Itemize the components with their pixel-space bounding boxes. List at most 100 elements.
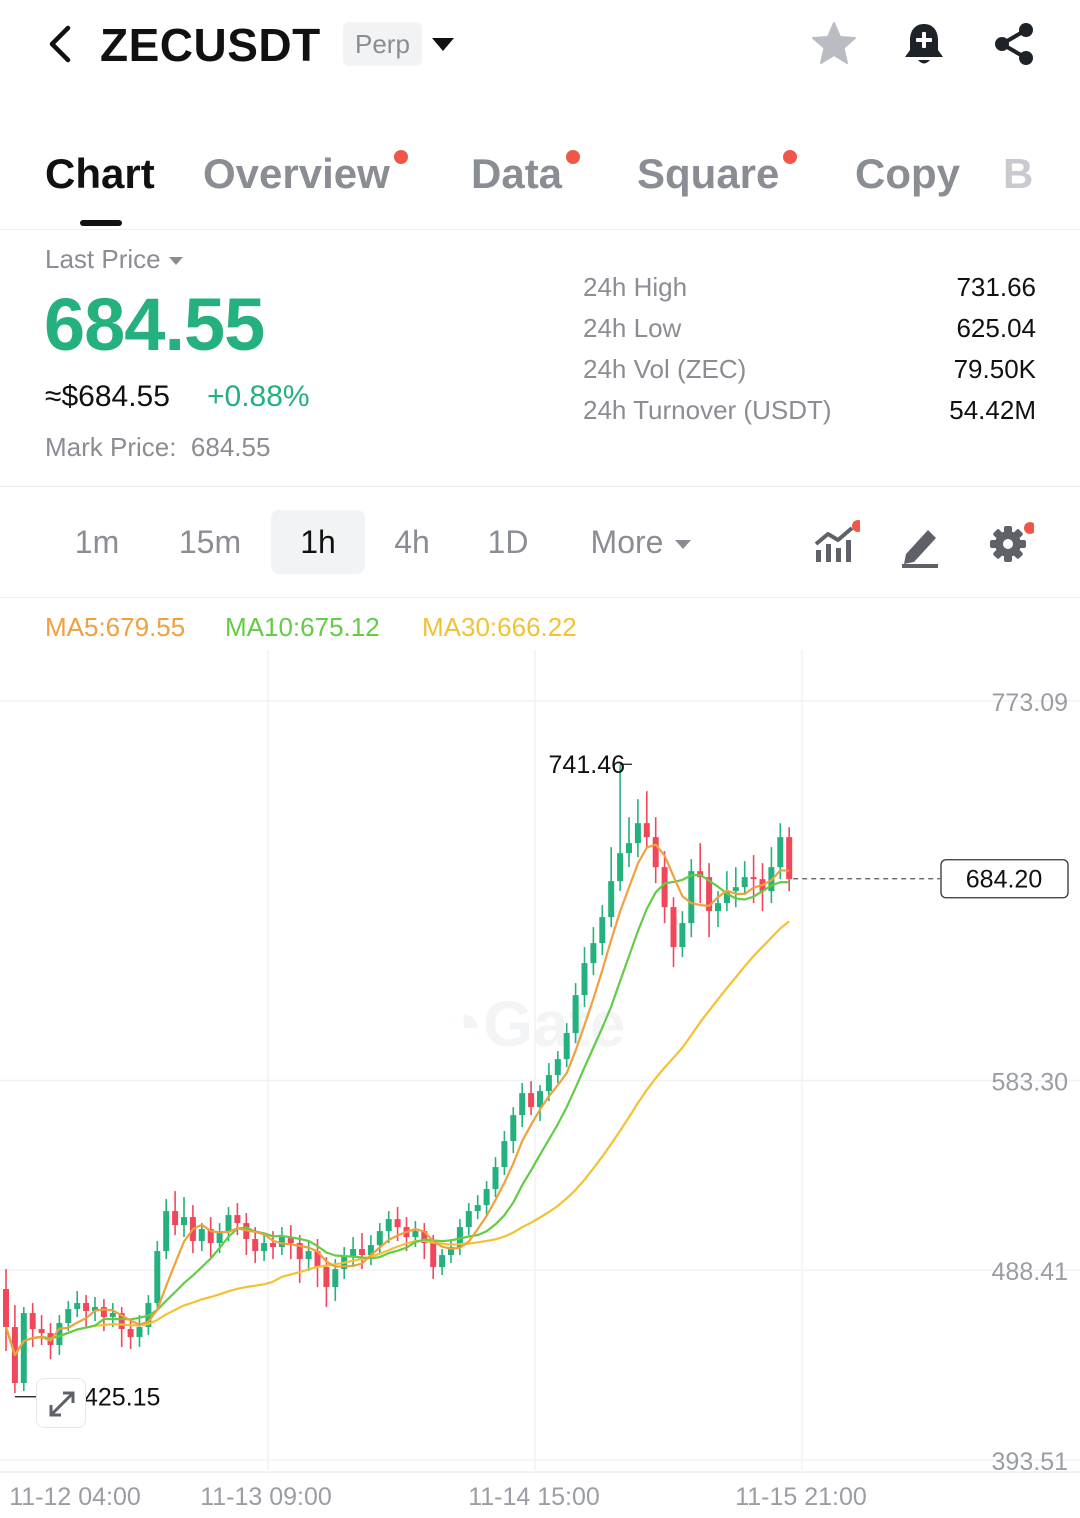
candle: [501, 1131, 508, 1176]
x-tick-label: 11-15 21:00: [735, 1483, 867, 1511]
timeframe-4h[interactable]: 4h: [394, 524, 430, 560]
candle: [510, 1107, 517, 1154]
candle-body: [421, 1231, 428, 1244]
candle-body: [492, 1167, 499, 1190]
candle-body: [296, 1243, 303, 1260]
last-price-value: 684.55: [44, 283, 265, 366]
notification-dot: [566, 150, 581, 164]
candle-body: [234, 1215, 241, 1224]
star-icon[interactable]: [810, 20, 858, 68]
candle-body: [537, 1091, 543, 1108]
contract-type-badge[interactable]: Perp: [343, 22, 422, 66]
candle: [465, 1203, 472, 1236]
stat-value: 54.42M: [949, 395, 1036, 425]
tab-data[interactable]: Data: [471, 150, 581, 198]
candle-body: [483, 1189, 490, 1206]
candle: [617, 765, 624, 892]
candle: [305, 1241, 312, 1272]
candlestick-chart[interactable]: ◔Gate 773.09 583.30 488.41 393.51 11-12 04:00…: [0, 650, 1080, 1518]
candle-body: [430, 1243, 437, 1268]
last-price-selector[interactable]: Last Price: [45, 244, 183, 275]
candle: [626, 817, 632, 868]
candle: [243, 1213, 250, 1256]
stat-label: 24h High: [583, 272, 688, 302]
candle-body: [20, 1313, 27, 1384]
mark-price-label: Mark Price:: [45, 432, 177, 462]
tab-chart[interactable]: Chart: [45, 150, 155, 198]
tab-square[interactable]: Square: [637, 150, 798, 198]
ma5-label: MA5:679.55: [45, 612, 186, 642]
draw-icon[interactable]: [898, 520, 946, 568]
candle: [519, 1083, 526, 1128]
symbol-dropdown-caret-icon[interactable]: [432, 38, 454, 51]
candle: [181, 1197, 187, 1238]
notification-dot: [393, 150, 408, 164]
candle: [483, 1181, 490, 1216]
candle: [456, 1219, 463, 1256]
current-price-box: [940, 859, 1069, 899]
candle-body: [38, 1329, 45, 1334]
tab-label: Data: [471, 150, 563, 197]
candle-body: [367, 1245, 374, 1256]
candle-body: [554, 1059, 561, 1076]
candle: [252, 1227, 259, 1264]
tab-label: Square: [637, 150, 780, 197]
candle-body: [581, 963, 588, 996]
candle-body: [376, 1231, 383, 1246]
more-label: More: [590, 524, 664, 560]
candle: [581, 947, 588, 1008]
bell-plus-icon[interactable]: [900, 20, 948, 68]
caret-down-icon: [168, 257, 183, 266]
candle: [608, 847, 615, 928]
candle-body: [439, 1255, 446, 1268]
candle: [688, 859, 695, 938]
candle: [154, 1241, 161, 1312]
main-tabs: Chart Overview Data Square Copy B: [0, 140, 1080, 230]
active-tab-indicator: [80, 220, 122, 226]
timeframe-15m[interactable]: 15m: [178, 524, 242, 560]
symbol-title: ZECUSDT: [100, 19, 321, 71]
candle-body: [323, 1267, 330, 1288]
expand-chart-button[interactable]: [36, 1378, 86, 1428]
candle-body: [385, 1219, 392, 1232]
candle-body: [225, 1215, 232, 1232]
candle: [38, 1315, 45, 1346]
gear-icon[interactable]: [986, 520, 1034, 568]
candle-body: [65, 1309, 72, 1324]
timeframe-more-dropdown[interactable]: More: [574, 510, 708, 574]
candle-body: [278, 1237, 285, 1248]
tab-copy[interactable]: Copy: [855, 150, 960, 198]
share-icon[interactable]: [990, 20, 1038, 68]
candle-body: [510, 1115, 517, 1142]
candle-body: [732, 887, 739, 892]
candle: [554, 1051, 561, 1084]
y-tick-label: 488.41: [992, 1258, 1068, 1286]
candle: [537, 1085, 543, 1122]
candle: [661, 851, 668, 924]
candle: [296, 1235, 303, 1284]
indicators-icon[interactable]: [812, 520, 860, 568]
candle-body: [287, 1237, 294, 1244]
candle: [172, 1191, 179, 1236]
watermark-text: ◔Gate: [445, 988, 626, 1060]
candle: [278, 1227, 285, 1256]
divider: [0, 597, 1080, 598]
tab-overview[interactable]: Overview: [203, 150, 408, 198]
timeframe-1d[interactable]: 1D: [487, 524, 529, 560]
candle: [198, 1223, 205, 1252]
candle-body: [563, 1033, 570, 1060]
tab-b[interactable]: B: [1003, 150, 1033, 198]
candle-body: [109, 1313, 116, 1318]
candle-body: [74, 1303, 81, 1310]
timeframe-1m[interactable]: 1m: [74, 524, 120, 560]
timeframe-1h[interactable]: 1h: [271, 510, 365, 574]
candle-body: [448, 1247, 454, 1256]
candle: [697, 843, 704, 904]
chevron-left-icon[interactable]: [40, 22, 84, 66]
candle-body: [661, 867, 668, 908]
candle-body: [332, 1269, 339, 1288]
candle-body: [590, 943, 597, 964]
candle-body: [29, 1313, 36, 1330]
last-price-label: Last Price: [45, 244, 161, 274]
candle: [528, 1081, 535, 1116]
